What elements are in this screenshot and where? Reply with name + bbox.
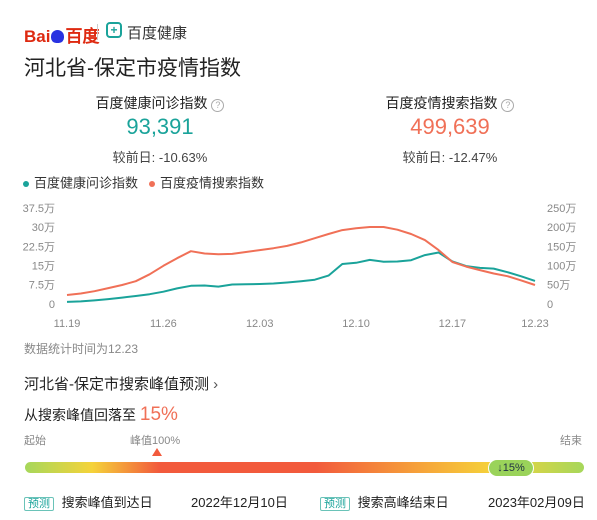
- y2-tick-label: 250万: [547, 203, 576, 215]
- x-tick-label: 12.17: [439, 318, 467, 330]
- footnote: 数据统计时间为12.23: [24, 342, 139, 356]
- help-icon[interactable]: ?: [211, 99, 225, 112]
- y-tick-label: 7.5万: [29, 280, 55, 292]
- peak-marker: [152, 448, 162, 456]
- logo-paw: [51, 30, 65, 43]
- pred-label: 搜索高峰结束日: [357, 495, 449, 510]
- tag: 预测: [24, 497, 54, 511]
- legend-dot: [23, 181, 29, 187]
- pred-date: 2023年02月09日: [488, 495, 585, 510]
- x-tick-label: 12.23: [521, 318, 549, 330]
- chart: 0 7.5万 15万 22.5万 30万 37.5万 0 50万 100万 150万 200万 250…: [23, 175, 577, 330]
- drop-text: 从搜索峰值回落至: [24, 407, 136, 423]
- help-icon[interactable]: ?: [501, 99, 515, 112]
- series-line: [66, 251, 536, 303]
- stat-change: 较前日: -10.63%: [112, 150, 208, 165]
- x-tick-label: 11.26: [150, 318, 177, 330]
- y-tick-label: 0: [49, 299, 55, 311]
- current-value: 15%: [502, 462, 525, 474]
- divider: [97, 24, 98, 40]
- y2-tick-label: 100万: [547, 261, 576, 273]
- progress-bar: [25, 462, 584, 473]
- logo-left: Bai: [24, 27, 51, 46]
- y-tick-label: 37.5万: [23, 203, 55, 215]
- stat-change: 较前日: -12.47%: [402, 150, 498, 165]
- y-tick-label: 22.5万: [23, 241, 55, 253]
- tag: 预测: [320, 497, 350, 511]
- bar-start: 起始: [24, 435, 46, 447]
- down-arrow: ↓: [497, 462, 503, 474]
- brand-icon: +: [106, 22, 122, 38]
- y2-tick-label: 200万: [547, 222, 576, 234]
- series-line: [66, 226, 536, 296]
- current-pill: ↓15%: [488, 459, 534, 477]
- stat-label-text: 百度健康问诊指数: [95, 95, 208, 111]
- x-tick-label: 12.10: [342, 318, 370, 330]
- chevron: ›: [213, 376, 219, 393]
- y-tick-label: 15万: [32, 261, 55, 273]
- bar-end: 结束: [560, 435, 582, 447]
- y-tick-label: 30万: [32, 222, 55, 234]
- page-title: 河北省-保定市疫情指数: [24, 57, 241, 80]
- legend-label: 百度疫情搜索指数: [160, 175, 264, 190]
- bar-peak: 峰值100%: [130, 435, 181, 447]
- x-tick-label: 11.19: [54, 318, 81, 330]
- section-title-text: 河北省-保定市搜索峰值预测: [24, 376, 209, 393]
- pred-item: 预测 搜索高峰结束日: [320, 492, 449, 511]
- pred-date: 2022年12月10日: [191, 495, 288, 510]
- y2-tick-label: 150万: [547, 241, 576, 253]
- x-tick-label: 12.03: [246, 318, 274, 330]
- stat-label-text: 百度疫情搜索指数: [385, 95, 498, 111]
- stat-label: 百度疫情搜索指数 ?: [350, 93, 550, 113]
- legend-label: 百度健康问诊指数: [34, 175, 138, 190]
- stat-label: 百度健康问诊指数 ?: [60, 93, 260, 113]
- pred-item: 预测 搜索峰值到达日: [24, 492, 153, 511]
- drop: 从搜索峰值回落至 15%: [24, 404, 178, 426]
- drop-value: 15%: [139, 404, 178, 425]
- y2-tick-label: 0: [547, 299, 553, 311]
- logo-right: 百度: [65, 27, 100, 46]
- stat-value: 499,639: [410, 114, 490, 139]
- legend-dot: [149, 181, 156, 187]
- y2-tick-label: 50万: [547, 280, 570, 292]
- section-title[interactable]: 河北省-保定市搜索峰值预测 ›: [24, 373, 218, 394]
- brand: 百度健康: [127, 25, 188, 42]
- stat-value: 93,391: [126, 114, 194, 139]
- logo: Bai 百度: [24, 22, 99, 47]
- pred-label: 搜索峰值到达日: [61, 495, 153, 510]
